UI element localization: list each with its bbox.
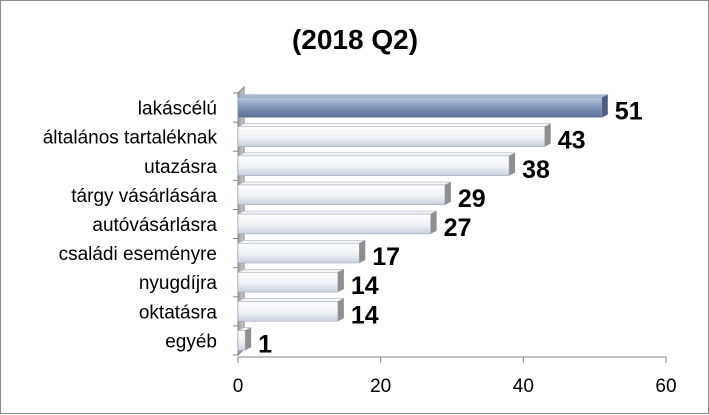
bar-end-face <box>444 181 451 205</box>
bar-top-face <box>237 239 366 244</box>
bar-7 <box>237 272 339 293</box>
bar-3 <box>237 155 510 176</box>
chart-title: (2018 Q2) <box>292 24 418 55</box>
bar-top-face <box>237 269 344 273</box>
chart-bars <box>237 94 608 351</box>
bar-end-face <box>544 123 551 147</box>
x-tick-label: 20 <box>370 376 391 397</box>
category-label: általános tartaléknak <box>43 128 218 149</box>
bar-end-face <box>509 152 516 176</box>
data-label: 27 <box>444 214 472 242</box>
bar-2 <box>237 126 545 147</box>
data-label: 38 <box>522 156 550 184</box>
bar-end-face <box>601 94 608 118</box>
category-label: utazásra <box>144 157 217 178</box>
bar-4 <box>237 184 446 206</box>
bar-top-face <box>237 94 608 98</box>
category-label: tárgy vásárlására <box>71 186 217 207</box>
data-label: 29 <box>458 185 486 213</box>
bar-9 <box>237 330 246 351</box>
bar-1 <box>237 97 603 118</box>
category-label: oktatásra <box>139 302 218 323</box>
bar-end-face <box>337 298 344 322</box>
x-tick-label: 60 <box>655 376 676 397</box>
bar-top-face <box>237 152 516 157</box>
category-label: autóvásárlásra <box>92 215 217 236</box>
data-label: 14 <box>351 272 379 300</box>
data-label: 51 <box>615 98 643 126</box>
bar-top-face <box>237 210 437 215</box>
bar-end-face <box>359 240 366 264</box>
chart-labels: lakáscélú 51 általános tartaléknak 43 utazás… <box>43 98 643 359</box>
bar-end-face <box>245 327 252 351</box>
bar-5 <box>237 213 431 235</box>
data-label: 43 <box>558 127 586 155</box>
category-label: családi eseményre <box>59 244 217 265</box>
bar-top-face <box>237 298 344 302</box>
data-label: 14 <box>351 301 379 329</box>
data-label: 17 <box>372 243 400 271</box>
data-label: 1 <box>258 330 272 358</box>
bar-top-face <box>237 181 451 186</box>
category-label: egyéb <box>165 331 217 352</box>
bar-8 <box>237 301 339 322</box>
bar-top-face <box>237 123 551 128</box>
bar-6 <box>237 242 360 264</box>
category-label: nyugdíjra <box>139 273 218 294</box>
x-tick-label: 0 <box>233 376 244 397</box>
bar-end-face <box>430 211 437 234</box>
x-tick-label: 40 <box>513 376 534 397</box>
category-label: lakáscélú <box>138 99 217 120</box>
bar-end-face <box>337 269 344 293</box>
